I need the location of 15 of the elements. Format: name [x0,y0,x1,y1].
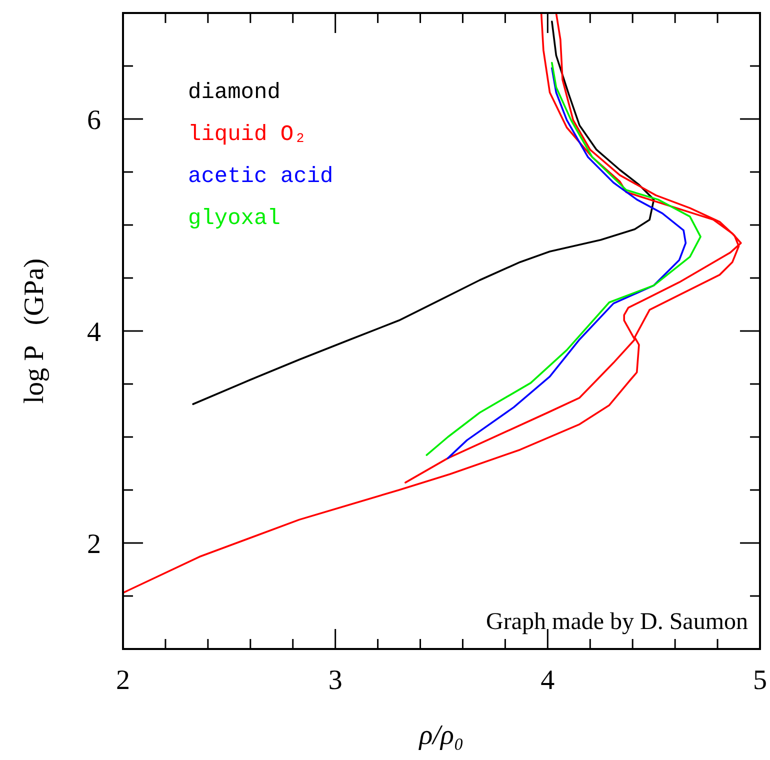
y-tick-label: 2 [87,529,101,560]
text: diamond [188,80,280,105]
x-tick-label: 3 [328,665,342,696]
y-axis-title: log P (GPa) [19,258,50,404]
text: acetic acid [188,164,334,189]
x-tick-label: 4 [540,665,555,696]
line-series [123,13,740,594]
text: liquid O₂ [188,122,307,147]
x-tick-label: 2 [116,665,130,696]
text: glyoxal [188,206,280,231]
y-tick-label: 4 [87,317,101,348]
x-tick-label: 5 [753,665,767,696]
y-tick-label: 6 [87,105,101,136]
annotation: Graph made by D. Saumon [486,609,748,635]
x-axis-title: ρ/ρ₀ [418,720,464,751]
